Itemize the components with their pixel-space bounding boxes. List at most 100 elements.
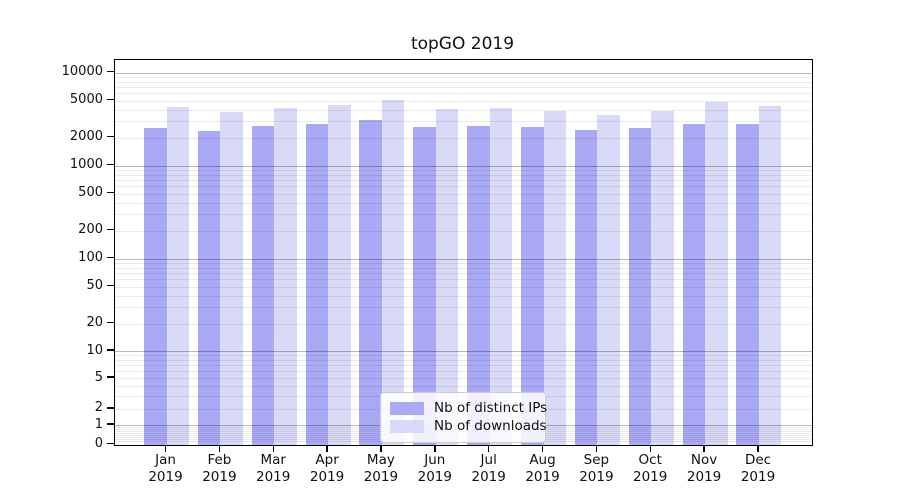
y-tick-label: 2 [94,400,103,416]
gridline-minor [115,100,812,102]
x-tick-mark [595,445,598,452]
gridline-minor [115,378,812,379]
y-tick-mark [107,407,114,409]
y-tick-mark [107,284,114,287]
gridline-minor [115,214,812,216]
gridline-minor [115,307,812,309]
legend-swatch-downloads [390,419,424,433]
gridline-major [115,72,812,74]
x-tick-mark [487,445,490,452]
x-tick-mark [434,445,436,452]
y-tick-label: 200 [78,222,103,238]
gridline-minor [115,323,812,325]
bar-downloads-nov [705,102,728,445]
gridline-minor [115,121,812,123]
bar-downloads-jul [489,108,513,445]
y-tick-label: 0 [94,436,103,451]
bar-distinct-ips-oct [628,127,652,445]
x-tick-label-jul: Jul 2019 [471,452,506,485]
bar-distinct-ips-mar [251,125,275,445]
y-tick-label: 20 [86,315,103,330]
x-tick-label-sep: Sep 2019 [579,452,614,485]
gridline-minor [115,267,812,269]
x-tick-label-mar: Mar 2019 [256,452,291,485]
y-tick-mark [107,349,114,351]
x-tick-mark [380,445,382,452]
bar-downloads-aug [543,111,567,445]
y-tick-mark [107,228,114,231]
gridline-major [115,351,812,353]
y-tick-label: 2000 [69,129,103,145]
gridline-minor [115,273,812,274]
gridline-minor [115,365,812,367]
bar-downloads-dec [758,105,782,445]
x-tick-mark [326,445,328,452]
gridline-minor [115,286,812,288]
legend-swatch-distinct-ips [390,401,424,415]
legend-label-distinct-ips: Nb of distinct IPs [434,400,548,416]
legend-label-downloads: Nb of downloads [434,418,547,434]
gridline-minor [115,359,812,361]
gridline-minor [115,202,812,204]
gridline-minor [115,262,812,264]
gridline-minor [115,355,812,357]
bar-distinct-ips-apr [305,124,329,445]
gridline-minor [115,386,812,388]
y-tick-label: 5 [94,369,103,385]
x-tick-mark [541,445,544,452]
bar-distinct-ips-dec [736,123,759,445]
bar-downloads-oct [651,111,674,445]
y-tick-mark [107,191,114,194]
y-tick-label: 5000 [69,92,103,108]
bar-downloads-jan [166,107,189,445]
x-tick-mark [272,445,274,452]
y-tick-label: 100 [78,250,103,266]
gridline-minor [115,174,812,176]
y-tick-label: 1 [94,416,103,432]
y-tick-mark [107,256,114,259]
bar-distinct-ips-sep [574,130,598,445]
chart-title: topGO 2019 [410,34,515,54]
gridline-minor [115,279,812,281]
y-tick-label: 50 [86,278,103,294]
gridline-minor [115,93,812,95]
y-tick-mark [107,135,114,138]
y-tick-mark [107,442,114,445]
gridline-minor [115,186,812,188]
bar-distinct-ips-may [359,119,382,445]
bar-distinct-ips-feb [197,130,221,445]
legend-item-downloads: Nb of downloads [390,418,547,434]
y-tick-mark [107,376,114,378]
bar-downloads-feb [220,112,243,445]
y-tick-mark [107,163,114,166]
y-tick-mark [107,321,114,324]
x-tick-label-dec: Dec 2019 [740,452,776,485]
bar-downloads-may [381,100,405,445]
x-tick-mark [703,445,705,452]
y-tick-label: 10 [86,342,103,358]
bar-distinct-ips-jan [144,127,167,445]
gridline-minor [115,230,812,232]
x-tick-label-may: May 2019 [363,452,399,485]
bar-downloads-jun [435,109,459,445]
bar-distinct-ips-jul [467,126,490,445]
bar-downloads-apr [328,105,351,445]
gridline-minor [115,180,812,181]
y-tick-label: 500 [78,185,103,201]
gridline-minor [115,137,812,139]
gridline-minor [115,109,812,111]
gridline-minor [115,193,812,195]
legend: Nb of distinct IPs Nb of downloads [380,392,548,443]
x-tick-mark [164,445,167,452]
y-tick-label: 10000 [61,64,103,80]
x-tick-label-oct: Oct 2019 [633,452,668,485]
y-tick-mark [107,423,114,425]
x-tick-label-jun: Jun 2019 [417,452,452,485]
x-tick-label-aug: Aug 2019 [525,452,560,485]
y-tick-mark [107,98,114,101]
x-tick-label-nov: Nov 2019 [686,452,722,485]
bar-downloads-sep [597,115,620,445]
bar-distinct-ips-nov [682,124,706,445]
plot-area [114,59,813,446]
